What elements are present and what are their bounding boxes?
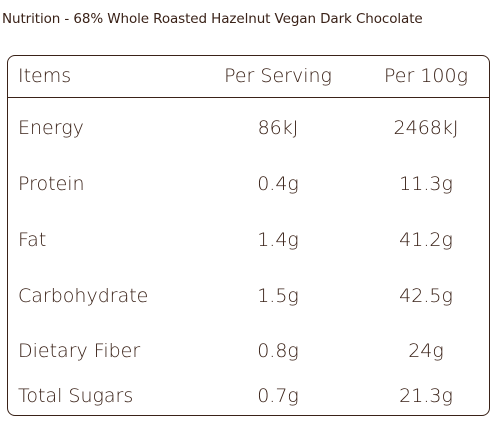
row-per-100g: 11.3g — [399, 173, 453, 195]
row-name: Total Sugars — [18, 385, 134, 407]
header-items: Items — [18, 65, 72, 87]
row-per-100g: 21.3g — [399, 385, 453, 407]
table-row: Dietary Fiber 0.8g 24g — [8, 342, 489, 397]
table-row: Protein 0.4g 11.3g — [8, 175, 489, 230]
row-per-serving: 0.7g — [257, 385, 299, 407]
page-title: Nutrition - 68% Whole Roasted Hazelnut V… — [2, 11, 423, 27]
row-name: Protein — [18, 173, 85, 195]
table-row: Carbohydrate 1.5g 42.5g — [8, 287, 489, 342]
table-row: Fat 1.4g 41.2g — [8, 231, 489, 286]
row-name: Carbohydrate — [18, 285, 149, 307]
row-name: Fat — [18, 229, 47, 251]
row-per-serving: 0.8g — [257, 340, 299, 362]
row-per-100g: 42.5g — [399, 285, 453, 307]
header-per-100g: Per 100g — [384, 65, 468, 87]
table-header-row: Items Per Serving Per 100g — [8, 56, 489, 98]
header-per-serving: Per Serving — [224, 65, 332, 87]
row-per-100g: 2468kJ — [393, 117, 459, 139]
row-per-100g: 24g — [408, 340, 444, 362]
table-row: Total Sugars 0.7g 21.3g — [8, 387, 489, 442]
row-name: Energy — [18, 117, 84, 139]
row-name: Dietary Fiber — [18, 340, 141, 362]
table-row: Energy 86kJ 2468kJ — [8, 119, 489, 174]
row-per-100g: 41.2g — [399, 229, 453, 251]
row-per-serving: 0.4g — [257, 173, 299, 195]
row-per-serving: 1.4g — [257, 229, 299, 251]
row-per-serving: 86kJ — [257, 117, 299, 139]
nutrition-table: Items Per Serving Per 100g Energy 86kJ 2… — [7, 55, 490, 416]
row-per-serving: 1.5g — [257, 285, 299, 307]
